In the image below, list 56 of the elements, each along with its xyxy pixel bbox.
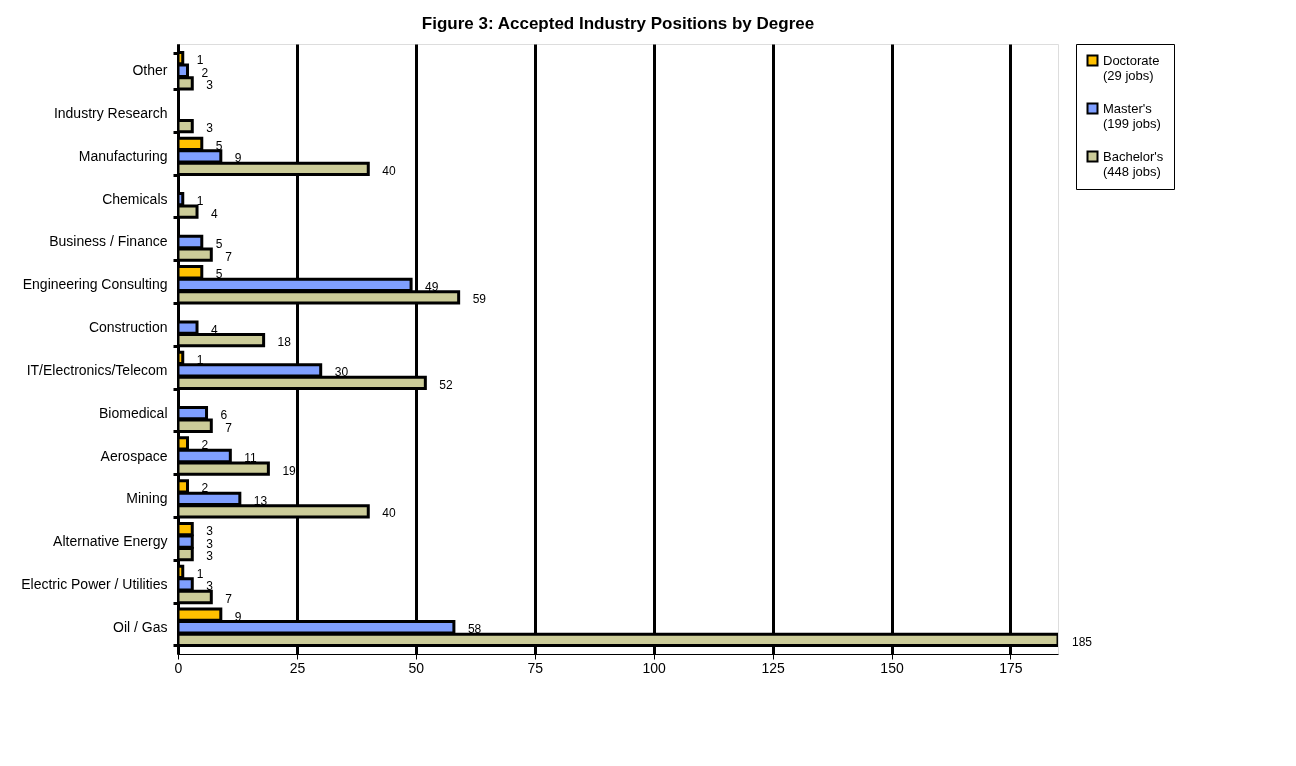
data-label: 3 bbox=[206, 536, 214, 551]
y-tick-label: Chemicals bbox=[102, 190, 168, 207]
data-label: 7 bbox=[225, 420, 233, 435]
x-tick-label: 100 bbox=[642, 659, 667, 676]
y-tick-label: Engineering Consulting bbox=[22, 276, 168, 293]
data-label: 1 bbox=[196, 566, 204, 581]
data-label: 9 bbox=[234, 151, 242, 166]
data-label: 52 bbox=[439, 377, 454, 392]
y-tick-label: Alternative Energy bbox=[53, 533, 168, 550]
data-label: 2 bbox=[201, 481, 209, 496]
x-tick-label: 50 bbox=[408, 659, 425, 676]
y-tick-label: Industry Research bbox=[53, 105, 168, 122]
data-label: 3 bbox=[206, 524, 214, 539]
y-tick-label: Aerospace bbox=[100, 447, 168, 464]
x-tick-label: 75 bbox=[527, 659, 544, 676]
data-label: 4 bbox=[211, 206, 219, 221]
data-label: 40 bbox=[382, 163, 396, 178]
y-tick-label: Oil / Gas bbox=[113, 618, 168, 635]
data-label: 58 bbox=[467, 622, 482, 637]
y-tick-label: Biomedical bbox=[99, 404, 168, 421]
data-label: 59 bbox=[472, 292, 487, 307]
data-label: 18 bbox=[277, 335, 292, 350]
data-label: 3 bbox=[206, 579, 214, 594]
data-label: 40 bbox=[382, 506, 396, 521]
y-tick-label: Mining bbox=[126, 490, 168, 507]
data-label: 3 bbox=[206, 78, 214, 93]
data-label: 5 bbox=[215, 267, 223, 282]
data-label: 30 bbox=[334, 365, 349, 380]
x-tick-label: 175 bbox=[999, 659, 1023, 676]
y-tick-label: Manufacturing bbox=[78, 147, 168, 164]
y-tick-label: IT/Electronics/Telecom bbox=[26, 361, 168, 378]
y-tick-label: Construction bbox=[88, 319, 168, 336]
data-label: 2 bbox=[201, 65, 209, 80]
legend-label: Master's (199 jobs) bbox=[1103, 100, 1161, 131]
x-tick-label: 25 bbox=[289, 659, 306, 676]
data-label: 1 bbox=[196, 53, 204, 68]
data-label: 3 bbox=[206, 549, 214, 564]
x-tick-label: 125 bbox=[761, 659, 785, 676]
data-label: 19 bbox=[282, 463, 297, 478]
x-tick-label: 150 bbox=[880, 659, 904, 676]
data-label: 185 bbox=[1072, 634, 1093, 649]
y-tick-label: Other bbox=[132, 62, 168, 79]
data-label: 7 bbox=[225, 591, 233, 606]
data-label: 3 bbox=[206, 121, 214, 136]
data-label: 1 bbox=[196, 194, 204, 209]
data-label: 11 bbox=[244, 451, 258, 466]
y-tick-label: Business / Finance bbox=[49, 233, 168, 250]
data-label: 5 bbox=[215, 236, 223, 251]
legend-label: Doctorate (29 jobs) bbox=[1103, 52, 1160, 83]
data-label: 7 bbox=[225, 249, 233, 264]
legend-label: Bachelor's (448 jobs) bbox=[1103, 148, 1164, 179]
chart-title: Figure 3: Accepted Industry Positions by Degree bbox=[421, 14, 815, 33]
x-tick-label: 0 bbox=[174, 659, 183, 676]
y-tick-label: Electric Power / Utilities bbox=[21, 575, 168, 592]
data-label: 6 bbox=[220, 408, 228, 423]
data-label: 2 bbox=[201, 438, 209, 453]
